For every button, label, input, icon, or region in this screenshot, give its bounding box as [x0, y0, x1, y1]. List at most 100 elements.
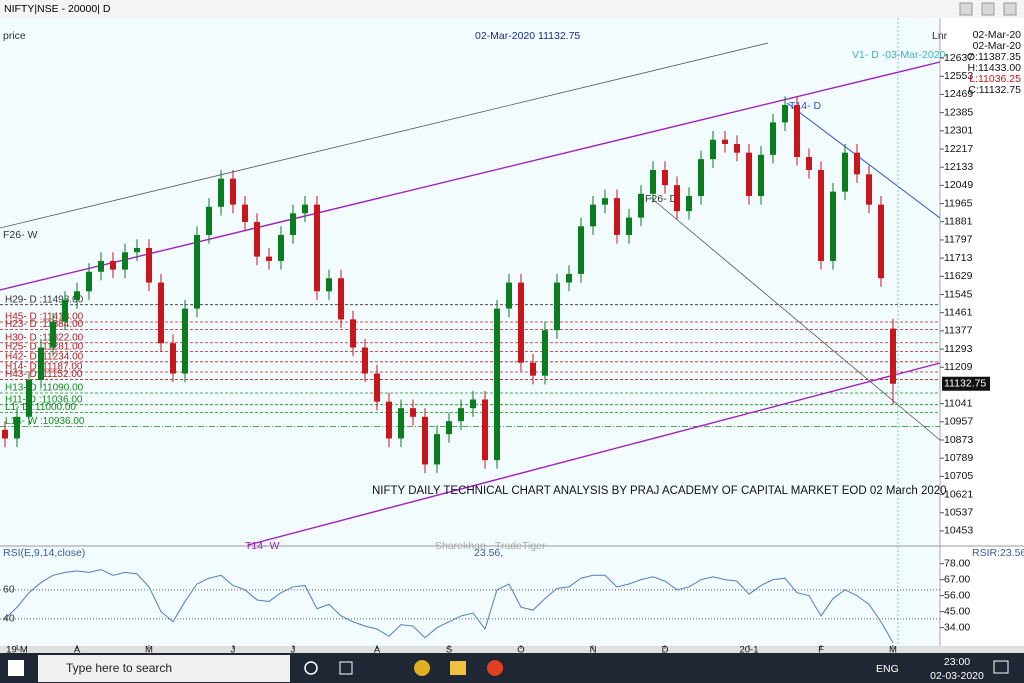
y-tick-label: 78.00 — [944, 557, 970, 569]
y-tick-label: 11209 — [944, 361, 973, 373]
indicator-title: RSI(E,9,14,close) — [3, 547, 85, 559]
candle-body — [86, 271, 92, 292]
annotation: F26- W — [3, 229, 38, 241]
candle-body — [614, 198, 620, 235]
candle-body — [506, 282, 512, 309]
candle-body — [842, 152, 848, 192]
candle-body — [602, 198, 608, 205]
y-tick-label: 56.00 — [944, 589, 970, 601]
y-tick-label: 11881 — [944, 216, 973, 228]
x-tick-label: A — [74, 645, 81, 656]
x-tick-label: M — [889, 645, 897, 656]
app-icon[interactable] — [339, 661, 353, 675]
clock-time: 23:00 — [944, 656, 970, 668]
candle-body — [530, 362, 536, 376]
y-tick-label: 11713 — [944, 252, 973, 264]
ohlc-info: L:11036.25 — [969, 73, 1021, 85]
footnote: NIFTY DAILY TECHNICAL CHART ANALYSIS BY … — [372, 485, 947, 497]
candle-body — [890, 328, 896, 384]
candle-body — [770, 122, 776, 155]
y-tick-label: 10957 — [944, 416, 973, 428]
maximize-button[interactable] — [981, 2, 995, 16]
trend-line — [247, 362, 941, 546]
y-tick-label: 12133 — [944, 161, 973, 173]
candle-body — [578, 226, 584, 274]
y-tick-label: 11461 — [944, 306, 973, 318]
candle-body — [398, 408, 404, 439]
notifications[interactable] — [993, 660, 1009, 674]
candle-body — [674, 185, 680, 212]
task-view[interactable] — [304, 661, 318, 675]
y-tick-label: 45.00 — [944, 605, 970, 617]
trend-line — [0, 61, 941, 291]
watermark: Sharekhan - TradeTiger — [435, 540, 546, 552]
app-icon[interactable] — [450, 661, 466, 675]
y-tick-label: 12553 — [944, 70, 973, 82]
candle-body — [218, 178, 224, 207]
candle-body — [386, 401, 392, 439]
candle-body — [302, 204, 308, 214]
candle-body — [278, 234, 284, 261]
minimize-button[interactable] — [959, 2, 973, 16]
search-placeholder: Type here to search — [66, 661, 172, 675]
title-bar — [0, 0, 1024, 18]
candle-body — [650, 169, 656, 194]
y-tick-label: 12637 — [944, 52, 973, 64]
candle-body — [182, 308, 188, 374]
y-tick-label: 12469 — [944, 88, 973, 100]
candle-body — [854, 152, 860, 175]
ohlc-info: 02-Mar-20 — [973, 29, 1022, 41]
candle-body — [794, 105, 800, 158]
y-tick-label: 10537 — [944, 507, 973, 519]
x-tick-label: N — [590, 645, 597, 656]
y-tick-label: 12385 — [944, 106, 973, 118]
candle-body — [662, 169, 668, 186]
candle-body — [170, 343, 176, 374]
candle-body — [626, 217, 632, 235]
candle-body — [590, 204, 596, 227]
close-button[interactable] — [1003, 2, 1017, 16]
x-tick-label: 20-1 — [739, 645, 758, 656]
candle-body — [638, 193, 644, 218]
candle-body — [494, 308, 500, 461]
candle-body — [422, 416, 428, 465]
trend-line — [786, 102, 941, 219]
candle-body — [746, 152, 752, 196]
y-tick-label: 10873 — [944, 434, 973, 446]
candle-body — [50, 321, 56, 348]
candle-body — [146, 247, 152, 283]
candle-body — [818, 169, 824, 261]
candle-body — [410, 408, 416, 417]
candle-body — [362, 347, 368, 374]
scrollbar[interactable] — [0, 646, 1024, 653]
price-box-label: 11132.75 — [944, 378, 986, 390]
candle-body — [134, 247, 140, 253]
candle-body — [554, 282, 560, 331]
trend-line — [0, 42, 769, 229]
indicator-value: 23.56, — [474, 547, 503, 559]
ohlc-info: C:11132.75 — [968, 84, 1021, 96]
y-tick-label: 11041 — [944, 397, 973, 409]
candle-body — [758, 154, 764, 196]
app-icon[interactable] — [487, 660, 503, 676]
candle-body — [110, 260, 116, 270]
candle-body — [374, 373, 380, 402]
candle-body — [26, 380, 32, 417]
candle-body — [194, 234, 200, 309]
annotation: F26- D — [645, 193, 678, 205]
x-tick-label: S — [446, 645, 452, 656]
language: ENG — [876, 663, 899, 675]
y-tick-label: 11545 — [944, 288, 973, 300]
candle-body — [98, 260, 104, 272]
start-button[interactable] — [8, 660, 24, 676]
indicator-value: RSIR:23.56 — [972, 547, 1024, 559]
search-box[interactable] — [38, 655, 290, 682]
annotation: T14- D — [789, 100, 822, 112]
level-label: H30- D :11322.00 — [5, 332, 84, 343]
candle-body — [686, 195, 692, 212]
candle-body — [782, 105, 788, 123]
y-tick-label: 11377 — [944, 325, 973, 337]
guide-label: 60 — [3, 584, 15, 596]
app-icon[interactable] — [414, 660, 430, 676]
